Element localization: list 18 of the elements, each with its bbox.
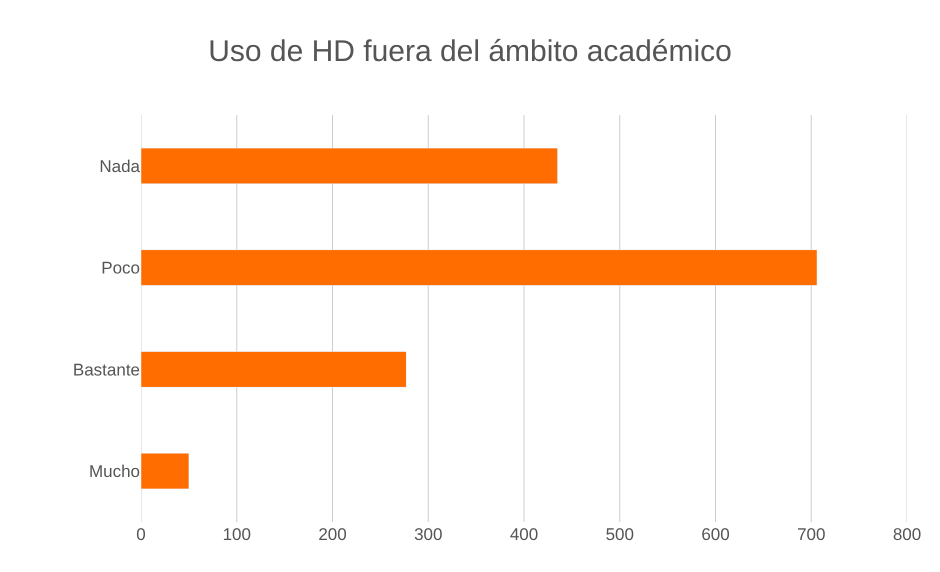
x-tick-label: 800 (892, 525, 922, 544)
y-tick-label: Mucho (88, 462, 140, 482)
x-tick-label: 400 (510, 525, 538, 544)
x-tick-label: 600 (701, 525, 730, 544)
x-tick-label: 200 (318, 525, 347, 544)
chart-title: Uso de HD fuera del ámbito académico (208, 35, 732, 68)
x-tick-label: 0 (136, 525, 146, 544)
x-tick-label: 700 (797, 525, 826, 544)
y-tick-label: Poco (101, 258, 140, 278)
x-tick-label: 500 (606, 525, 634, 544)
y-tick-label: Bastante (72, 360, 140, 380)
y-tick-label: Nada (99, 156, 141, 176)
bar (141, 148, 558, 184)
bar (141, 250, 818, 286)
x-tick-label: 100 (222, 525, 251, 544)
x-tick-label: 300 (414, 525, 442, 544)
bar (141, 351, 406, 388)
bar (141, 453, 190, 490)
